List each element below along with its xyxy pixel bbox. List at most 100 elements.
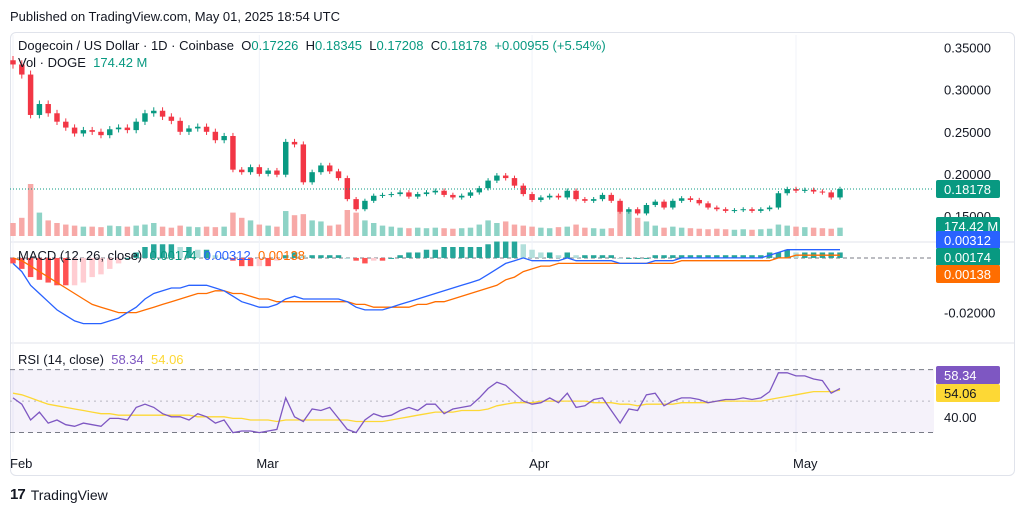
volume-bar [441, 228, 447, 236]
macd-histogram-bar [10, 257, 16, 264]
volume-bar [230, 212, 236, 236]
volume-bar [758, 229, 764, 236]
volume-bar [133, 225, 139, 236]
macd-histogram-bar [36, 257, 43, 280]
volume-bar [168, 227, 175, 236]
volume-bar [63, 224, 69, 236]
close-value: 0.18178 [440, 38, 488, 53]
candle-body [467, 192, 474, 196]
macd-histogram-bar [555, 255, 562, 258]
volume-bar [458, 228, 465, 236]
candle-body [397, 192, 403, 195]
macd-histogram-bar [502, 241, 509, 258]
volume-bar [195, 227, 201, 236]
macd-line [12, 249, 840, 325]
candle-body [546, 195, 553, 198]
candle-body [133, 121, 139, 131]
candle-body [388, 194, 395, 196]
volume-bar [406, 228, 412, 236]
volume-bar [740, 229, 746, 236]
candle-body [283, 141, 289, 175]
macd-histogram-bar [414, 252, 421, 258]
rsi-badge: 58.34 [944, 368, 977, 383]
volume-bar [362, 220, 368, 236]
macd-histogram-bar [467, 247, 474, 258]
rsi-legend: RSI (14, close) 58.34 54.06 [18, 352, 184, 367]
candle-body [36, 104, 43, 115]
macd-histogram-bar [529, 249, 535, 258]
candle-body [441, 190, 447, 195]
candle-body [538, 197, 544, 200]
macd-histogram-bar [432, 249, 439, 258]
macd-line-badge: 0.00312 [944, 233, 991, 248]
volume-bar [45, 220, 51, 236]
candle-body [784, 189, 790, 194]
candle-body [722, 209, 729, 211]
x-tick-label: May [793, 456, 818, 471]
macd-histogram-bar [124, 257, 131, 259]
candle-body [564, 190, 570, 198]
rsi-label[interactable]: RSI (14, close) [18, 352, 104, 367]
volume-bar [344, 210, 351, 236]
macd-pane [10, 241, 934, 325]
macd-tick-label: -0.02000 [944, 306, 995, 321]
tradingview-logo-text: TradingView [30, 486, 108, 503]
macd-histogram-bar [626, 257, 632, 259]
candle-body [45, 104, 51, 114]
candle-body [212, 131, 219, 141]
macd-histogram-bar [133, 252, 139, 258]
volume-bar [151, 223, 157, 236]
candle-body [406, 192, 412, 197]
volume-bar [142, 224, 148, 236]
macd-histogram-bar [775, 252, 782, 258]
candle-body [696, 199, 702, 204]
volume-bar [722, 229, 729, 236]
macd-histogram-bar [168, 244, 175, 258]
symbol-title[interactable]: Dogecoin / US Dollar · 1D · Coinbase [18, 38, 235, 53]
high-label: H [305, 38, 316, 53]
volume-bar [98, 227, 104, 236]
macd-label[interactable]: MACD (12, 26, close) [18, 248, 143, 263]
macd-line-badge-bg [936, 231, 1000, 249]
candle-body [221, 136, 227, 141]
volume-bar [705, 229, 711, 236]
macd-histogram-bar [115, 257, 122, 264]
volume-bars [10, 184, 843, 236]
badges-layer: 0.18178 174.42 M0.00312 0.00174 0.00138 58.3… [936, 180, 1000, 402]
volume-bar [775, 224, 782, 236]
volume-bar [608, 228, 614, 236]
price-badge: 0.18178 [944, 182, 991, 197]
candle-body [107, 129, 113, 136]
price-tick-label: 0.25000 [944, 125, 991, 140]
macd-histogram-bar [617, 257, 623, 259]
ohlc-legend: Dogecoin / US Dollar · 1D · Coinbase O0.… [18, 38, 606, 53]
candle-body [599, 194, 606, 200]
macd-histogram-bar [731, 255, 738, 258]
macd-histogram-bar [476, 247, 483, 258]
macd-hist-badge-bg [936, 248, 1000, 266]
volume-bar [766, 228, 773, 236]
candle-body [98, 131, 104, 136]
volume-bar [546, 228, 553, 236]
volume-bar [819, 228, 826, 236]
tradingview-logo[interactable]: 17 TradingView [10, 486, 108, 503]
candle-body [678, 198, 685, 201]
volume-bar [450, 228, 456, 236]
candle-body [414, 194, 421, 197]
volume-bar [89, 226, 95, 236]
candlesticks [10, 56, 934, 216]
volume-bar [177, 225, 183, 236]
candle-body [291, 141, 298, 145]
macd-histogram-bar [63, 257, 69, 286]
price-tick-label: 0.30000 [944, 83, 991, 98]
macd-histogram-bar [458, 247, 465, 258]
volume-label[interactable]: Vol · DOGE [18, 55, 86, 70]
candle-body [124, 127, 131, 131]
volume-bar [124, 226, 131, 236]
price-tick-label: 0.35000 [944, 41, 991, 56]
macd-histogram-bar [406, 252, 412, 258]
candle-body [837, 189, 843, 198]
candle-body [54, 113, 60, 122]
volume-bar [476, 224, 483, 236]
